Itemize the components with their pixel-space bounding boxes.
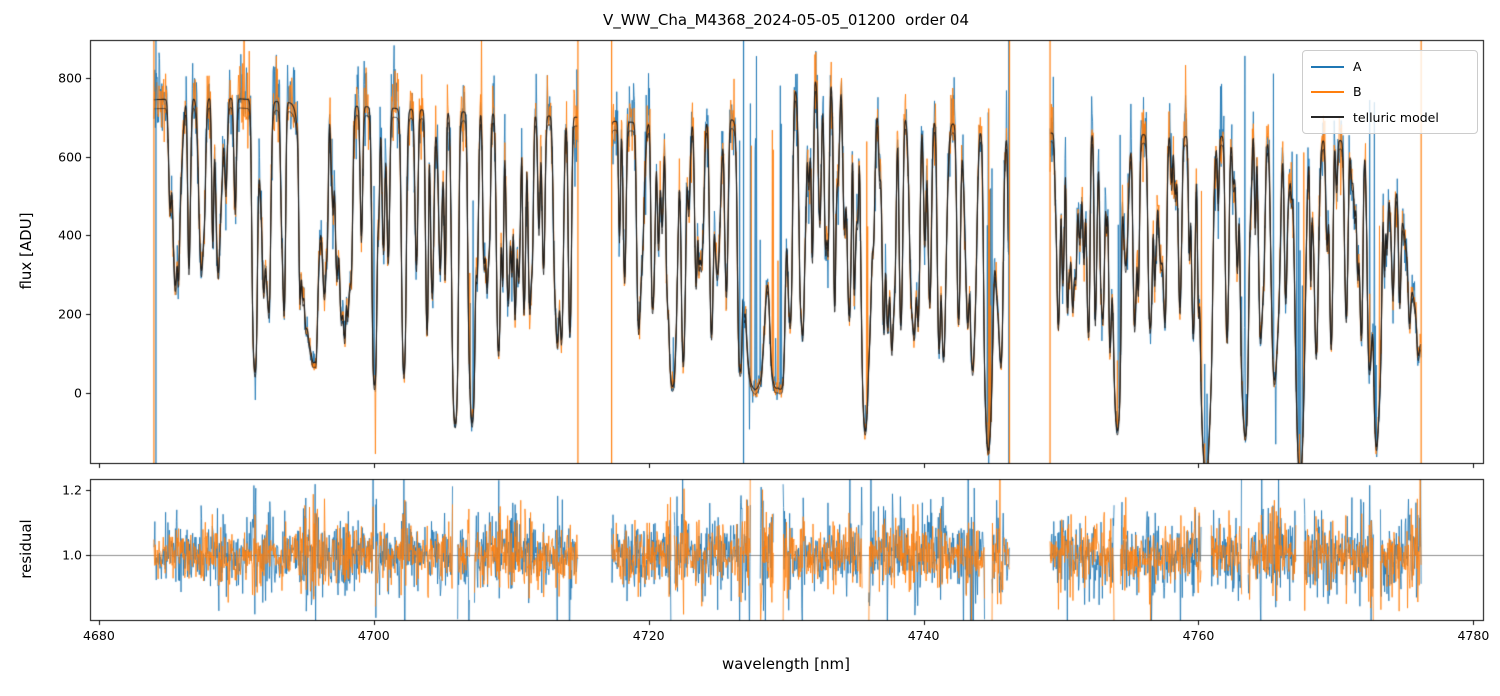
- y-axis-label-residual: residual: [17, 519, 35, 579]
- legend-line-telluric-icon: [1311, 116, 1344, 119]
- chart-title: V_WW_Cha_M4368_2024-05-05_01200 order 04: [603, 11, 969, 29]
- legend-line-a-icon: [1311, 65, 1344, 68]
- y-axis-label-flux: flux [ADU]: [17, 212, 35, 290]
- legend-entry-telluric: telluric model: [1311, 110, 1469, 125]
- x-tick-label: 4780: [1457, 628, 1490, 643]
- x-tick-label: 4760: [1182, 628, 1215, 643]
- legend-line-b-icon: [1311, 90, 1344, 93]
- x-tick-label: 4680: [83, 628, 115, 643]
- legend: A B telluric model: [1302, 50, 1478, 134]
- residual-tick-label: 1.0: [62, 547, 82, 563]
- x-tick-label: 4700: [357, 628, 390, 643]
- legend-label-b: B: [1353, 84, 1362, 100]
- flux-tick-label: 0: [74, 385, 82, 401]
- legend-entry-a: A: [1311, 59, 1469, 74]
- flux-tick-label: 400: [58, 227, 82, 243]
- legend-label-a: A: [1353, 59, 1362, 75]
- residual-tick-label: 1.2: [62, 482, 82, 498]
- legend-label-telluric: telluric model: [1353, 109, 1439, 125]
- x-axis-label: wavelength [nm]: [722, 655, 850, 673]
- flux-tick-label: 800: [58, 70, 82, 86]
- x-tick-label: 4740: [907, 628, 940, 643]
- x-tick-label: 4720: [632, 628, 665, 643]
- legend-entry-b: B: [1311, 84, 1469, 99]
- flux-tick-label: 200: [58, 306, 82, 322]
- flux-tick-label: 600: [58, 149, 82, 165]
